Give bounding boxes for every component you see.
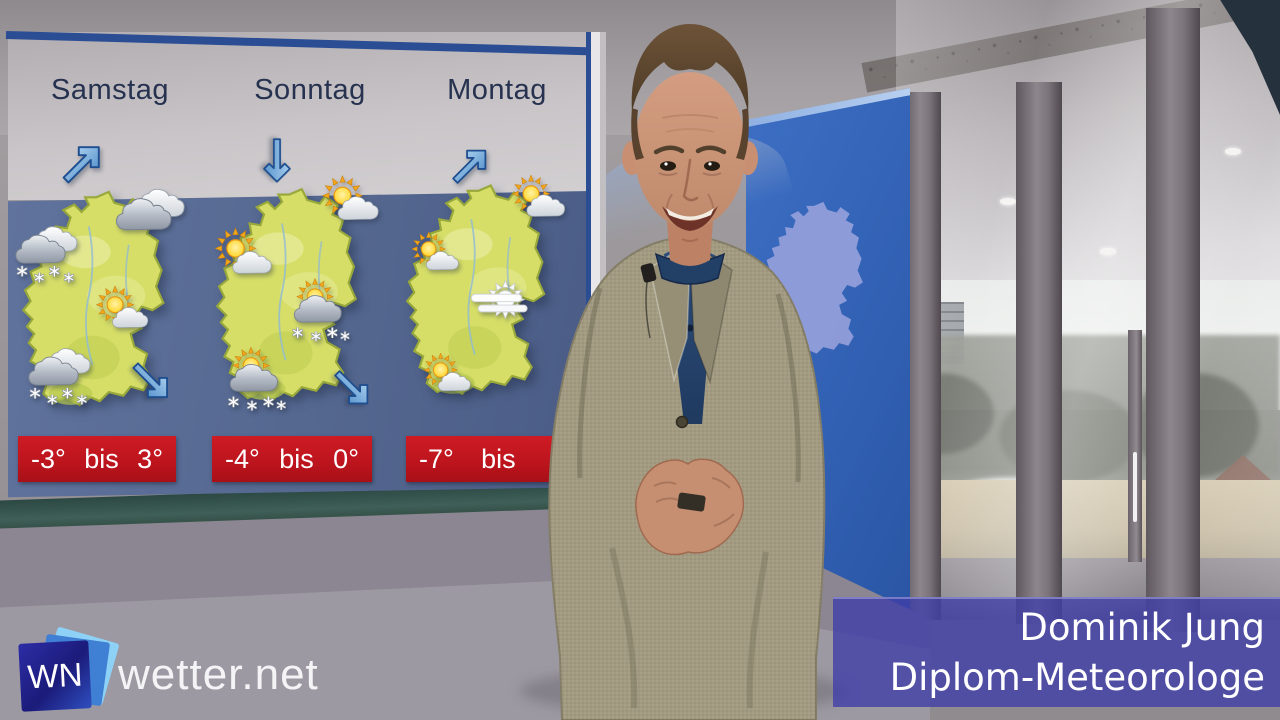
arrow-southeast-icon — [334, 370, 369, 405]
sun-cloud-icon — [206, 226, 278, 278]
window-glass-reflection — [896, 0, 1280, 620]
sun-behind-cloud-icon — [318, 172, 386, 226]
sun-snow-cloud-icon — [220, 346, 290, 412]
temp-low: -3° — [31, 443, 66, 474]
station-url: wetter.net — [118, 650, 319, 699]
studio-pillar — [1016, 82, 1062, 624]
arrow-northeast-icon — [452, 149, 487, 184]
snow-clouds-icon — [10, 224, 84, 286]
balcony-parapet — [896, 480, 1280, 562]
presenter-name: Dominik Jung — [1019, 606, 1265, 649]
sun-cloud-icon — [88, 283, 154, 333]
board-header-band — [8, 32, 604, 200]
temp-high: 0° — [333, 443, 359, 474]
arrow-southeast-icon — [132, 362, 169, 399]
day-label-samstag: Samstag — [51, 74, 169, 106]
forecast-board: Samstag Sonntag Montag -3° bis 3° — [5, 28, 604, 498]
day-label-montag: Montag — [447, 74, 547, 106]
ceiling-light — [1225, 148, 1241, 155]
temp-banner-sonntag: -4° bis 0° — [212, 436, 372, 482]
temp-banner-montag: -7° bis — [406, 436, 556, 482]
arrow-northeast-icon — [62, 146, 100, 184]
window-mullion — [1128, 330, 1142, 562]
station-brand: WN wetter.net — [16, 626, 396, 718]
logo-abbr: WN — [26, 655, 84, 696]
lower-third-banner: Dominik Jung Diplom-Meteorologe — [833, 597, 1280, 707]
temp-high: 3° — [137, 443, 163, 474]
presenter-title: Diplom-Meteorologe — [889, 656, 1265, 699]
ceiling-light — [1100, 248, 1116, 255]
temp-separator: bis — [84, 443, 119, 474]
sun-cloud-icon — [404, 228, 464, 276]
studio-pillar — [1146, 8, 1200, 632]
temp-banner-samstag: -3° bis 3° — [18, 436, 176, 482]
temp-low: -7° — [419, 443, 454, 474]
sun-snow-cloud-icon — [284, 278, 354, 342]
snow-clouds-icon — [22, 346, 98, 408]
window-handle — [1133, 452, 1137, 522]
ceiling-light — [1000, 198, 1016, 205]
temp-separator: bis — [279, 443, 314, 474]
temp-separator: bis — [481, 443, 516, 474]
presenter-meteorologist — [548, 24, 826, 720]
wn-logo-icon: WN — [18, 640, 92, 712]
gray-clouds-icon — [110, 186, 192, 236]
temp-low: -4° — [225, 443, 260, 474]
day-label-sonntag: Sonntag — [254, 74, 366, 106]
sun-cloud-icon — [416, 350, 476, 396]
